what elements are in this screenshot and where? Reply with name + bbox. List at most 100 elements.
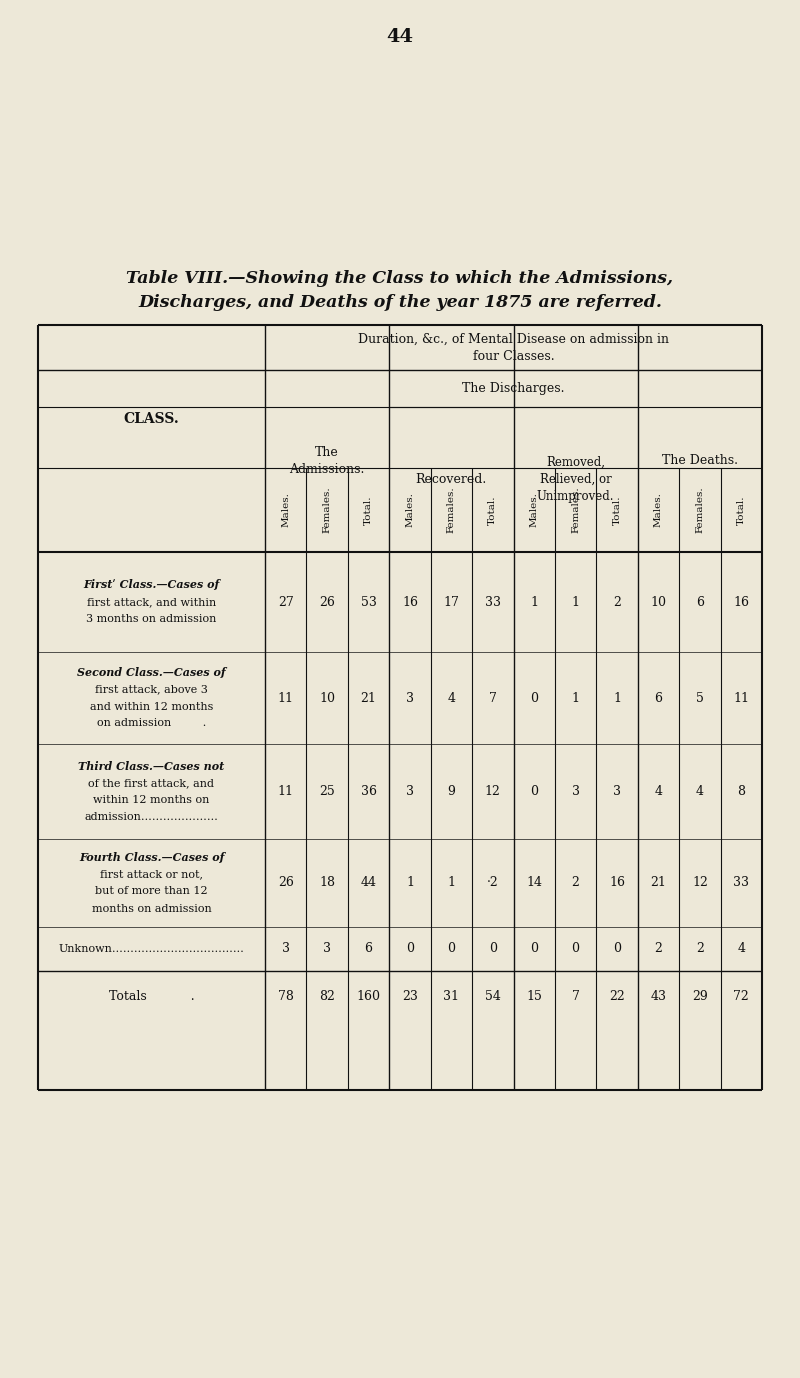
Text: 4: 4 — [654, 785, 662, 798]
Text: 2: 2 — [613, 595, 621, 609]
Text: but of more than 12: but of more than 12 — [95, 886, 208, 897]
Text: 44: 44 — [361, 876, 377, 890]
Text: Females.: Females. — [447, 486, 456, 533]
Text: 78: 78 — [278, 991, 294, 1003]
Text: Third Class.—Cases not: Third Class.—Cases not — [78, 761, 225, 772]
Text: 7: 7 — [572, 991, 579, 1003]
Text: 3: 3 — [282, 943, 290, 955]
Text: 1: 1 — [613, 692, 621, 704]
Text: Females.: Females. — [322, 486, 332, 533]
Text: Firstʹ Class.—Cases of: Firstʹ Class.—Cases of — [83, 580, 220, 591]
Text: Discharges, and Deaths of the year 1875 are referred.: Discharges, and Deaths of the year 1875 … — [138, 294, 662, 311]
Text: 3: 3 — [323, 943, 331, 955]
Text: 22: 22 — [609, 991, 625, 1003]
Text: 0: 0 — [447, 943, 455, 955]
Text: 33: 33 — [485, 595, 501, 609]
Text: 0: 0 — [613, 943, 621, 955]
Text: 0: 0 — [530, 692, 538, 704]
Text: 82: 82 — [319, 991, 335, 1003]
Text: ·2: ·2 — [487, 876, 498, 890]
Text: 9: 9 — [447, 785, 455, 798]
Text: The Deaths.: The Deaths. — [662, 455, 738, 467]
Text: first attack, above 3: first attack, above 3 — [95, 685, 208, 695]
Text: 8: 8 — [738, 785, 746, 798]
Text: 160: 160 — [357, 991, 381, 1003]
Text: within 12 months on: within 12 months on — [94, 795, 210, 805]
Text: 53: 53 — [361, 595, 377, 609]
Text: Males.: Males. — [282, 492, 290, 528]
Text: 17: 17 — [443, 595, 459, 609]
Text: 16: 16 — [609, 876, 625, 890]
Text: Females.: Females. — [571, 486, 580, 533]
Text: 10: 10 — [650, 595, 666, 609]
Text: 4: 4 — [696, 785, 704, 798]
Text: Table VIII.—Showing the Class to which the Admissions,: Table VIII.—Showing the Class to which t… — [126, 270, 674, 287]
Text: 0: 0 — [572, 943, 580, 955]
Text: Duration, &c., of Mental Disease on admission in
four Classes.: Duration, &c., of Mental Disease on admi… — [358, 332, 669, 362]
Text: 25: 25 — [319, 785, 335, 798]
Text: months on admission: months on admission — [92, 904, 211, 914]
Text: Removed,
Relieved, or
Unimproved.: Removed, Relieved, or Unimproved. — [537, 456, 614, 503]
Text: 14: 14 — [526, 876, 542, 890]
Text: 54: 54 — [485, 991, 501, 1003]
Text: 11: 11 — [734, 692, 750, 704]
Text: 3: 3 — [572, 785, 580, 798]
Text: of the first attack, and: of the first attack, and — [89, 779, 214, 788]
Text: 6: 6 — [654, 692, 662, 704]
Text: 6: 6 — [365, 943, 373, 955]
Text: 0: 0 — [530, 943, 538, 955]
Text: 18: 18 — [319, 876, 335, 890]
Text: first attack, and within: first attack, and within — [87, 597, 216, 606]
Text: 1: 1 — [572, 692, 580, 704]
Text: 0: 0 — [530, 785, 538, 798]
Text: 11: 11 — [278, 692, 294, 704]
Text: 26: 26 — [319, 595, 335, 609]
Text: 3: 3 — [406, 692, 414, 704]
Text: 16: 16 — [734, 595, 750, 609]
Text: 1: 1 — [406, 876, 414, 890]
Text: Total.: Total. — [613, 495, 622, 525]
Text: Females.: Females. — [695, 486, 704, 533]
Text: 2: 2 — [654, 943, 662, 955]
Text: Total.: Total. — [488, 495, 498, 525]
Text: 27: 27 — [278, 595, 294, 609]
Text: 29: 29 — [692, 991, 708, 1003]
Text: 21: 21 — [361, 692, 377, 704]
Text: Totals           .: Totals . — [109, 991, 194, 1003]
Text: 23: 23 — [402, 991, 418, 1003]
Text: 5: 5 — [696, 692, 704, 704]
Text: Males.: Males. — [654, 492, 663, 528]
Text: 7: 7 — [489, 692, 497, 704]
Text: first attack or not,: first attack or not, — [100, 870, 203, 879]
Text: 6: 6 — [696, 595, 704, 609]
Text: The
Admissions.: The Admissions. — [290, 446, 365, 475]
Text: 3: 3 — [406, 785, 414, 798]
Text: admission…………………: admission………………… — [85, 812, 218, 823]
Text: Fourth Class.—Cases of: Fourth Class.—Cases of — [79, 852, 224, 863]
Text: 36: 36 — [361, 785, 377, 798]
Text: 1: 1 — [572, 595, 580, 609]
Text: Total.: Total. — [364, 495, 373, 525]
Text: 0: 0 — [489, 943, 497, 955]
Text: on admission         .: on admission . — [97, 718, 206, 729]
Text: 72: 72 — [734, 991, 749, 1003]
Text: 4: 4 — [447, 692, 455, 704]
Text: 15: 15 — [526, 991, 542, 1003]
Text: 12: 12 — [485, 785, 501, 798]
Text: Recovered.: Recovered. — [416, 473, 487, 486]
Text: The Discharges.: The Discharges. — [462, 382, 565, 395]
Text: Males.: Males. — [406, 492, 414, 528]
Text: 2: 2 — [696, 943, 704, 955]
Text: Total.: Total. — [737, 495, 746, 525]
Text: 21: 21 — [650, 876, 666, 890]
Text: Unknown………………………………: Unknown……………………………… — [58, 944, 245, 954]
Text: and within 12 months: and within 12 months — [90, 701, 213, 711]
Text: Second Class.—Cases of: Second Class.—Cases of — [77, 667, 226, 678]
Text: 16: 16 — [402, 595, 418, 609]
Text: 0: 0 — [406, 943, 414, 955]
Text: 1: 1 — [447, 876, 455, 890]
Text: 1: 1 — [530, 595, 538, 609]
Text: 43: 43 — [650, 991, 666, 1003]
Text: 3: 3 — [613, 785, 621, 798]
Text: 33: 33 — [734, 876, 750, 890]
